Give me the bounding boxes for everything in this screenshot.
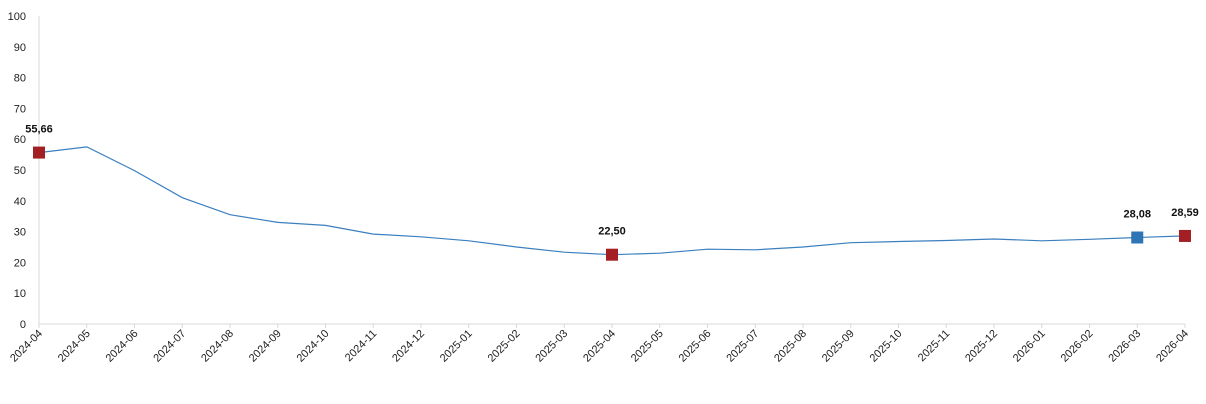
y-tick-label: 60 — [14, 134, 26, 146]
y-tick-label: 10 — [14, 288, 26, 300]
y-tick-label: 50 — [14, 165, 26, 177]
x-tick-label: 2024-11 — [343, 328, 379, 364]
data-label: 28,59 — [1171, 207, 1199, 219]
y-tick-label: 80 — [14, 73, 26, 85]
x-tick-label: 2025-02 — [486, 328, 523, 365]
highlight-marker — [1179, 229, 1191, 242]
x-tick-label: 2025-01 — [438, 328, 475, 365]
y-tick-label: 0 — [20, 319, 26, 331]
x-tick-label: 2025-12 — [963, 328, 1000, 365]
y-tick-label: 40 — [14, 196, 26, 208]
series-line — [38, 146, 1186, 256]
x-tick-label: 2024-08 — [199, 328, 236, 365]
x-tick-label: 2025-07 — [724, 328, 761, 365]
highlight-markers: 55,66 22,50 28,08 28,59 — [25, 124, 1199, 261]
data-label: 28,08 — [1123, 209, 1151, 221]
x-tick-label: 2024-05 — [56, 328, 93, 365]
y-axis-ticks: 0 10 20 30 40 50 60 70 80 90 100 — [8, 11, 26, 331]
x-tick-label: 2025-10 — [868, 328, 905, 365]
x-tick-label: 2024-06 — [104, 328, 141, 365]
data-label: 22,50 — [598, 226, 626, 238]
x-tick-label: 2024-10 — [295, 328, 332, 365]
highlight-marker — [1131, 231, 1144, 244]
highlight-marker — [33, 146, 45, 159]
x-tick-label: 2025-04 — [581, 328, 618, 365]
x-tick-label: 2026-02 — [1059, 328, 1096, 365]
y-tick-label: 20 — [14, 257, 26, 269]
x-tick-label: 2025-05 — [629, 328, 666, 365]
data-label: 55,66 — [25, 124, 53, 136]
x-tick-label: 2025-11 — [916, 328, 952, 364]
x-tick-label: 2024-12 — [390, 328, 427, 365]
y-tick-label: 30 — [14, 227, 26, 239]
x-tick-label: 2025-03 — [533, 328, 570, 365]
y-tick-label: 90 — [14, 42, 26, 54]
x-tick-label: 2025-09 — [820, 328, 857, 365]
x-axis-ticks: 2024-04 2024-05 2024-06 2024-07 2024-08 2024-… — [8, 324, 1191, 365]
x-tick-label: 2024-07 — [151, 328, 188, 365]
x-tick-label: 2024-04 — [8, 328, 45, 365]
x-tick-label: 2025-08 — [772, 328, 809, 365]
x-tick-label: 2026-01 — [1011, 328, 1048, 365]
x-tick-label: 2025-06 — [677, 328, 714, 365]
highlight-marker — [606, 248, 618, 261]
x-tick-label: 2026-03 — [1106, 328, 1143, 365]
y-tick-label: 70 — [14, 103, 26, 115]
y-tick-label: 100 — [8, 11, 26, 23]
x-tick-label: 2024-09 — [247, 328, 284, 365]
x-tick-label: 2026-04 — [1154, 328, 1191, 365]
